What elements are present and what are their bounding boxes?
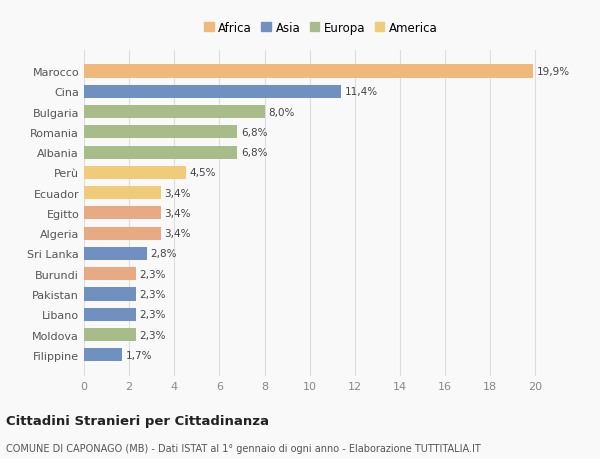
Text: 3,4%: 3,4% <box>164 229 191 239</box>
Bar <box>84 207 161 220</box>
Bar <box>84 328 136 341</box>
Text: 19,9%: 19,9% <box>536 67 569 77</box>
Bar <box>84 308 136 321</box>
Bar <box>84 106 265 119</box>
Text: 11,4%: 11,4% <box>344 87 378 97</box>
Text: 8,0%: 8,0% <box>268 107 295 118</box>
Bar <box>84 288 136 301</box>
Text: 6,8%: 6,8% <box>241 128 268 138</box>
Text: 2,3%: 2,3% <box>139 289 166 299</box>
Text: 2,8%: 2,8% <box>151 249 177 259</box>
Text: 1,7%: 1,7% <box>126 350 152 360</box>
Legend: Africa, Asia, Europa, America: Africa, Asia, Europa, America <box>199 17 443 39</box>
Text: 3,4%: 3,4% <box>164 208 191 218</box>
Text: 2,3%: 2,3% <box>139 330 166 340</box>
Bar <box>84 247 147 260</box>
Bar <box>84 348 122 362</box>
Text: 2,3%: 2,3% <box>139 269 166 279</box>
Text: 6,8%: 6,8% <box>241 148 268 158</box>
Bar <box>84 187 161 200</box>
Text: COMUNE DI CAPONAGO (MB) - Dati ISTAT al 1° gennaio di ogni anno - Elaborazione T: COMUNE DI CAPONAGO (MB) - Dati ISTAT al … <box>6 443 481 453</box>
Bar <box>84 85 341 99</box>
Bar <box>84 126 238 139</box>
Bar <box>84 65 533 78</box>
Bar <box>84 268 136 280</box>
Bar <box>84 167 185 179</box>
Bar <box>84 146 238 159</box>
Text: Cittadini Stranieri per Cittadinanza: Cittadini Stranieri per Cittadinanza <box>6 414 269 428</box>
Bar <box>84 227 161 240</box>
Text: 3,4%: 3,4% <box>164 188 191 198</box>
Text: 4,5%: 4,5% <box>189 168 215 178</box>
Text: 2,3%: 2,3% <box>139 309 166 319</box>
